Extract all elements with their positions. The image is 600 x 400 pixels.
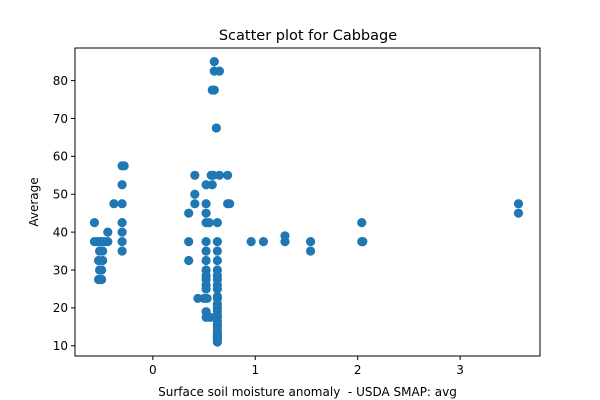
data-point [89,218,100,228]
data-point [513,208,524,218]
plot-frame [74,47,541,357]
data-point [207,180,217,190]
data-point [201,255,211,266]
data-point [117,236,127,247]
data-point [190,189,200,199]
data-point [98,246,108,256]
data-point [212,236,222,247]
data-point [209,85,219,95]
data-point [513,199,524,209]
data-point [190,170,200,180]
data-point [225,199,235,209]
x-axis: 0 1 2 3 [149,356,464,377]
x-tick-label: 2 [354,363,362,377]
data-point [280,236,290,247]
data-point [184,236,194,247]
data-point [184,208,194,218]
data-point [117,227,127,237]
data-point [246,236,256,247]
data-point [97,274,107,285]
data-point [98,255,108,266]
data-point [119,161,129,171]
data-point [205,312,215,322]
y-tick-label: 70 [53,112,68,126]
y-axis-label: Average [27,177,41,226]
y-tick-label: 80 [53,74,68,88]
data-point [212,218,222,228]
data-point [223,170,233,180]
data-point [212,284,222,294]
data-point [214,170,225,180]
x-axis-label: Surface soil moisture anomaly - USDA SMA… [158,385,457,399]
data-point [212,246,222,256]
x-tick-label: 3 [456,363,464,377]
data-point [109,199,119,209]
data-point [258,236,269,247]
data-point [103,236,113,247]
y-axis: 10 20 30 40 50 60 70 80 [53,74,75,353]
data-point [117,218,127,228]
x-tick-label: 1 [251,363,259,377]
chart-title: Scatter plot for Cabbage [219,28,397,44]
data-point [103,227,113,237]
data-point [184,255,194,266]
data-point [117,246,127,256]
data-point [97,265,107,275]
data-point [117,199,127,209]
data-point [201,246,211,256]
data-point [358,236,368,247]
data-point [201,236,211,247]
data-points [89,57,524,347]
data-point [305,236,316,247]
y-tick-label: 60 [53,150,68,164]
data-point [211,123,221,133]
y-tick-label: 50 [53,188,68,202]
data-point [117,180,127,190]
data-point [201,208,211,218]
y-tick-label: 40 [53,225,68,239]
data-point [214,66,225,76]
data-point [204,218,214,228]
data-point [212,337,222,347]
data-point [305,246,316,256]
data-point [209,57,219,67]
data-point [357,218,367,228]
y-tick-label: 20 [53,301,68,315]
data-point [201,199,211,209]
data-point [190,199,200,209]
x-tick-label: 0 [149,363,157,377]
data-point [201,284,211,294]
data-point [212,255,222,266]
y-tick-label: 30 [53,263,68,277]
y-tick-label: 10 [53,339,68,353]
data-point [202,293,212,304]
